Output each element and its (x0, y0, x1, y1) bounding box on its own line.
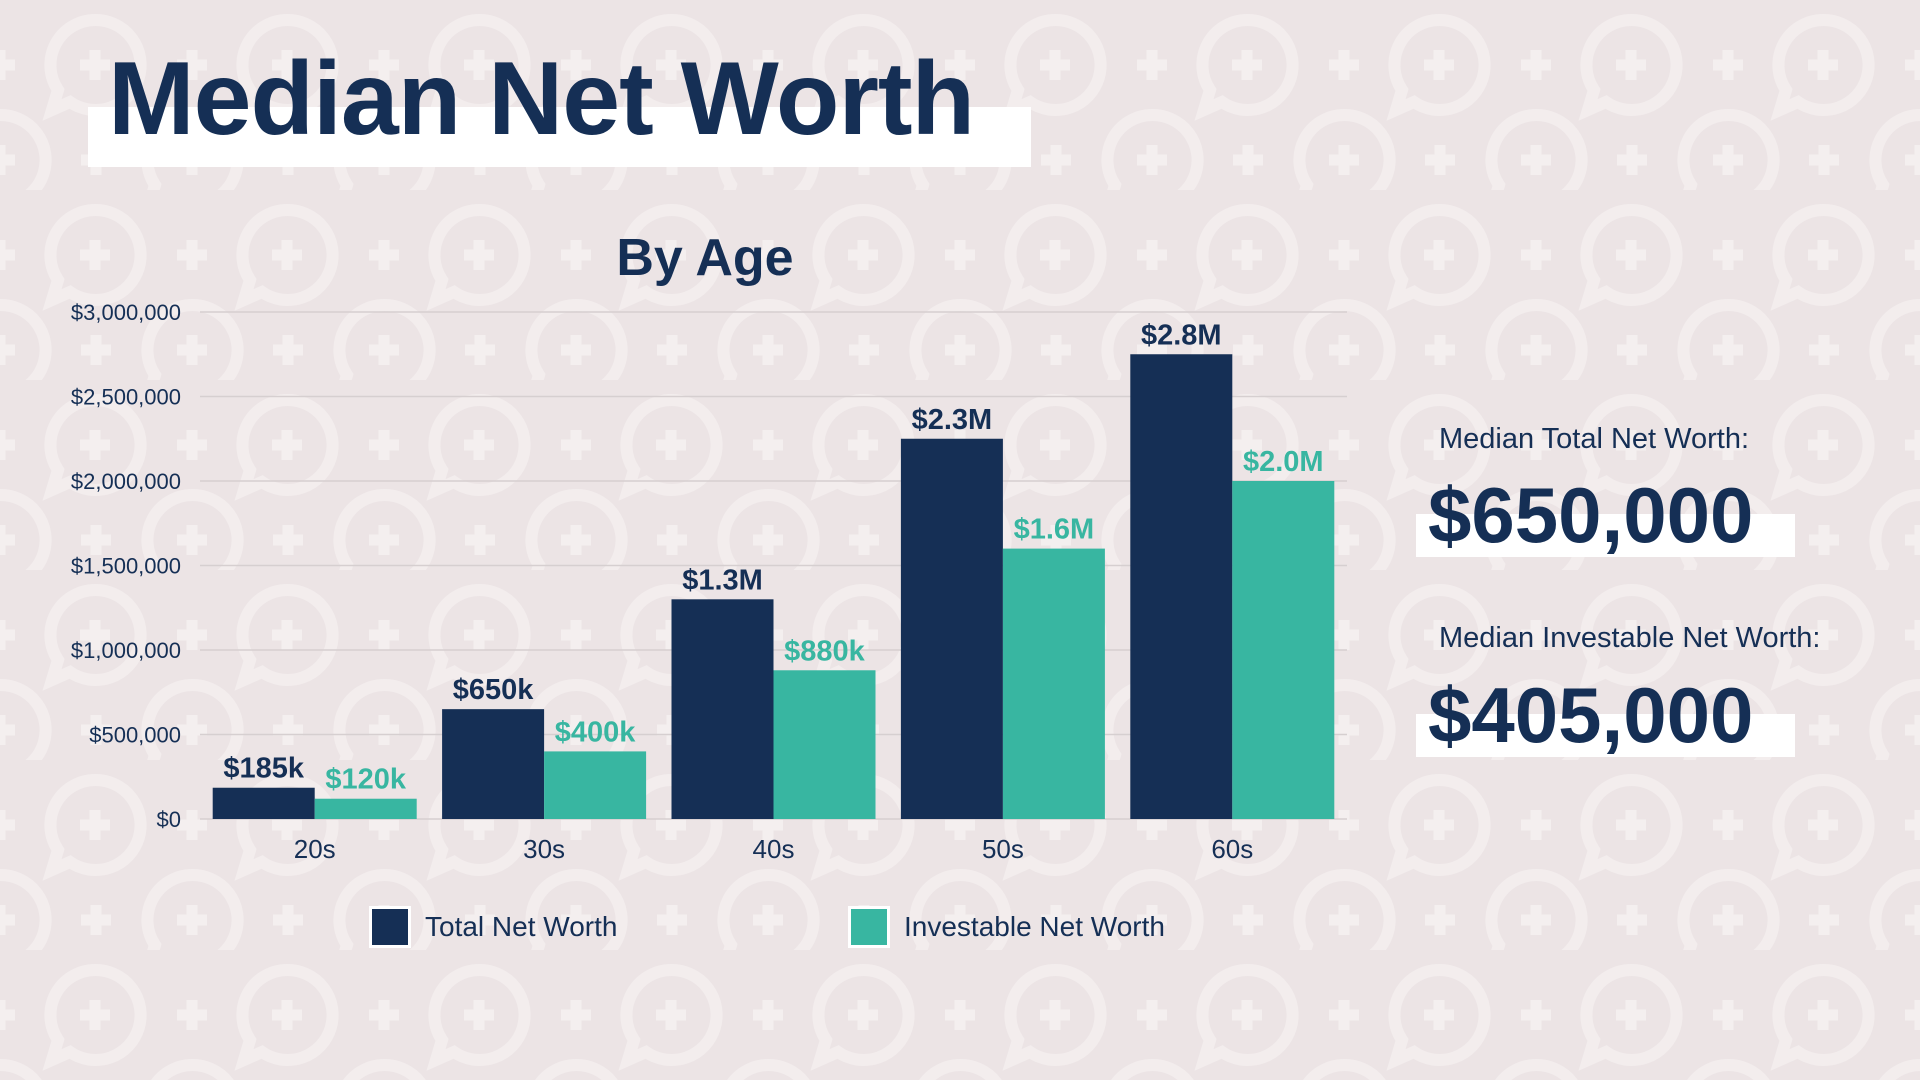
data-label: $185k (223, 753, 305, 785)
data-label: $120k (325, 764, 407, 796)
bar-total (1130, 354, 1233, 819)
legend-item-total: Total Net Worth (369, 906, 617, 948)
legend-label-total: Total Net Worth (425, 911, 618, 942)
bar-investable (1232, 481, 1335, 819)
legend-swatch-total (369, 906, 411, 948)
data-label: $400k (555, 716, 637, 748)
y-tick-label: $2,500,000 (71, 385, 181, 410)
stat-highlight-total (1416, 514, 1795, 557)
bar-total (442, 709, 545, 819)
y-tick-label: $3,000,000 (71, 300, 181, 325)
x-tick-label: 50s (982, 834, 1024, 864)
bar-total (671, 599, 774, 819)
x-tick-label: 40s (753, 834, 795, 864)
y-tick-label: $1,000,000 (71, 638, 181, 663)
bar-investable (314, 798, 417, 819)
legend-label-investable: Investable Net Worth (904, 911, 1165, 942)
bar-investable (773, 670, 876, 819)
stat-highlight-investable (1416, 714, 1795, 757)
page-title: Median Net Worth (108, 41, 975, 157)
y-tick-label: $0 (157, 807, 181, 832)
y-tick-label: $2,000,000 (71, 469, 181, 494)
stat-value-total: $650,000 (1428, 471, 1754, 559)
data-label: $650k (453, 674, 535, 706)
title-highlight (88, 107, 1031, 167)
stat-value-investable: $405,000 (1428, 671, 1754, 759)
y-tick-label: $500,000 (89, 723, 181, 748)
data-label: $2.3M (912, 404, 993, 436)
legend-swatch-investable (848, 906, 890, 948)
bar-total (212, 787, 315, 819)
x-tick-label: 60s (1211, 834, 1253, 864)
chart-title: By Age (616, 229, 794, 287)
y-tick-label: $1,500,000 (71, 554, 181, 579)
bar-total (900, 438, 1003, 819)
data-label: $2.8M (1141, 319, 1222, 351)
legend-item-investable: Investable Net Worth (848, 906, 1165, 948)
data-label: $2.0M (1243, 446, 1324, 478)
data-label: $880k (784, 635, 866, 667)
stat-label-total: Median Total Net Worth: (1439, 423, 1750, 455)
stat-label-investable: Median Investable Net Worth: (1439, 622, 1821, 654)
data-label: $1.3M (682, 564, 763, 596)
bar-investable (1002, 548, 1105, 819)
x-tick-label: 30s (523, 834, 565, 864)
x-tick-label: 20s (294, 834, 336, 864)
bar-investable (544, 751, 647, 819)
data-label: $1.6M (1014, 514, 1095, 546)
